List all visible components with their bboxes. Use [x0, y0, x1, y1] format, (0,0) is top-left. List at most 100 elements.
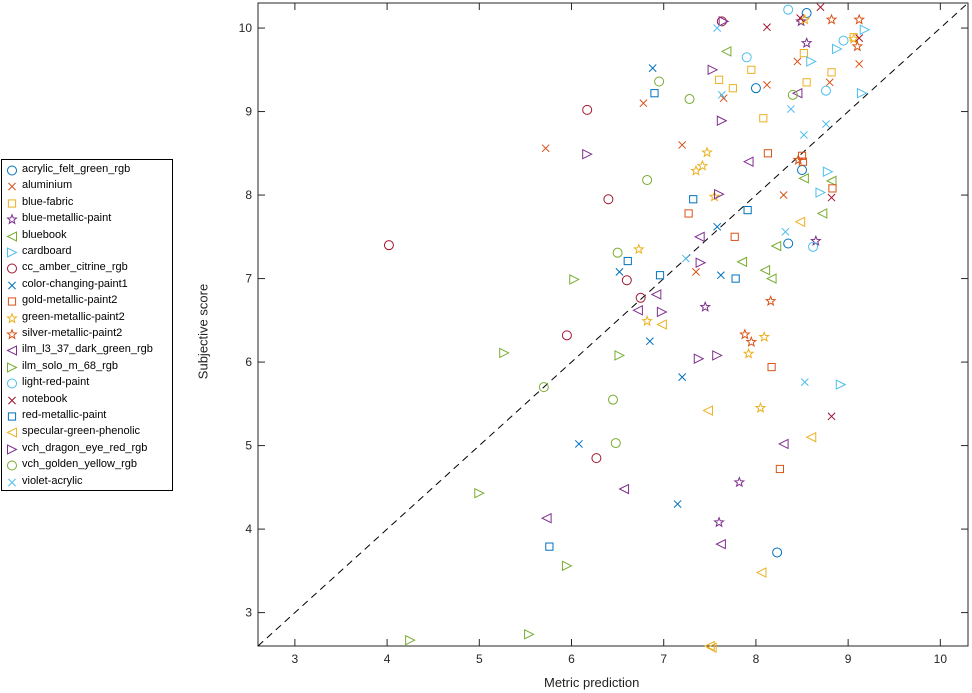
data-point-blue-metallic-paint: [699, 300, 712, 312]
data-markers: [383, 3, 871, 653]
data-point-ilm_l3_37_dark_green_rgb: [715, 538, 726, 550]
legend-entry: aluminium: [2, 178, 172, 195]
legend-entry: specular-green-phenolic: [2, 424, 172, 441]
data-point-light-red-paint: [741, 52, 752, 63]
data-point-color-changing-paint1: [648, 64, 657, 73]
legend-entry: light-red-paint: [2, 375, 172, 392]
data-point-cc_amber_citrine_rgb: [383, 240, 394, 251]
data-point-blue-metallic-paint: [733, 476, 746, 488]
legend-entry: vch_dragon_eye_red_rgb: [2, 441, 172, 458]
data-point-color-changing-paint1: [678, 373, 687, 382]
legend-label: aluminium: [22, 179, 73, 192]
y-axis-label: Subjective score: [195, 283, 211, 380]
legend-label: light-red-paint: [22, 376, 90, 389]
legend-entry: blue-fabric: [2, 195, 172, 212]
legend-label: specular-green-phenolic: [22, 425, 141, 438]
legend-entry: color-changing-paint1: [2, 277, 172, 294]
legend-label: acrylic_felt_green_rgb: [22, 163, 131, 175]
data-point-vch_golden_yellow_rgb: [642, 175, 653, 186]
data-point-bluebook: [736, 256, 748, 268]
data-point-cardboard: [835, 379, 847, 390]
data-point-ilm_solo_m_68_rgb: [499, 347, 510, 359]
legend-label: color-changing-paint1: [22, 277, 128, 290]
data-point-ilm_l3_37_dark_green_rgb: [650, 289, 662, 300]
data-point-aluminium: [825, 78, 834, 87]
data-point-blue-metallic-paint: [800, 36, 813, 49]
data-point-green-metallic-paint2: [742, 347, 755, 359]
legend-entry: ilm_l3_37_dark_green_rgb: [2, 342, 172, 359]
y-tick-label: 3: [245, 606, 252, 620]
data-point-color-changing-paint1: [615, 267, 624, 276]
data-point-ilm_l3_37_dark_green_rgb: [742, 156, 754, 167]
data-point-notebook: [796, 14, 805, 22]
data-point-blue-fabric: [714, 75, 724, 84]
y-tick-label: 8: [245, 188, 252, 202]
data-point-specular-green-phenolic: [704, 640, 715, 652]
data-point-silver-metallic-paint2: [739, 328, 751, 340]
data-point-specular-green-phenolic: [706, 642, 717, 653]
data-point-cc_amber_citrine_rgb: [591, 453, 602, 464]
legend-label: green-metallic-paint2: [22, 310, 125, 323]
data-point-green-metallic-paint2: [798, 13, 811, 25]
data-point-ilm_solo_m_68_rgb: [614, 350, 626, 361]
data-point-vch_golden_yellow_rgb: [612, 247, 623, 258]
data-point-acrylic_felt_green_rgb: [750, 83, 761, 94]
legend-marker: [6, 230, 17, 242]
data-point-cc_amber_citrine_rgb: [561, 330, 572, 341]
data-point-color-changing-paint1: [574, 439, 583, 448]
data-point-violet-acrylic: [800, 378, 809, 387]
data-point-ilm_solo_m_68_rgb: [524, 628, 535, 640]
x-tick-label: 4: [384, 652, 391, 666]
legend-entry: gold-metallic-paint2: [2, 293, 172, 310]
legend-marker: [7, 297, 17, 306]
data-point-ilm_l3_37_dark_green_rgb: [694, 231, 705, 243]
data-point-cardboard: [856, 87, 868, 99]
data-point-specular-green-phenolic: [702, 405, 713, 416]
legend-marker: [6, 427, 17, 439]
data-point-aluminium: [541, 144, 550, 153]
legend: acrylic_felt_green_rgb aluminium blue-fabr…: [1, 159, 173, 491]
data-point-acrylic_felt_green_rgb: [801, 8, 812, 19]
y-tick-label: 6: [245, 355, 252, 369]
data-point-cardboard: [832, 43, 843, 55]
data-point-red-metallic-paint: [545, 542, 554, 551]
legend-label: silver-metallic-paint2: [22, 327, 123, 339]
data-point-cc_amber_citrine_rgb: [716, 16, 727, 27]
data-point-blue-metallic-paint: [713, 516, 725, 528]
data-point-bluebook: [765, 273, 777, 284]
legend-label: bluebook: [22, 228, 67, 241]
data-point-blue-fabric: [728, 84, 737, 93]
legend-label: cardboard: [22, 245, 72, 257]
legend-marker: [7, 378, 17, 389]
legend-label: violet-acrylic: [22, 474, 83, 487]
data-point-vch_dragon_eye_red_rgb: [712, 350, 723, 361]
data-point-silver-metallic-paint2: [764, 294, 777, 307]
data-point-ilm_l3_37_dark_green_rgb: [777, 438, 789, 450]
data-point-gold-metallic-paint2: [763, 149, 773, 158]
data-point-ilm_solo_m_68_rgb: [561, 560, 573, 572]
legend-marker: [6, 345, 17, 357]
x-tick-label: 7: [660, 652, 667, 666]
x-tick-label: 5: [476, 652, 483, 666]
y-tick-label: 4: [245, 522, 252, 536]
data-point-violet-acrylic: [787, 105, 795, 114]
data-point-specular-green-phenolic: [794, 216, 806, 228]
data-point-light-red-paint: [821, 85, 831, 96]
data-point-bluebook: [825, 175, 837, 187]
data-point-color-changing-paint1: [645, 337, 654, 346]
data-point-notebook: [827, 412, 836, 421]
legend-label: red-metallic-paint: [22, 409, 107, 421]
data-point-color-changing-paint1: [673, 500, 682, 508]
legend-marker: [7, 412, 17, 421]
data-point-red-metallic-paint: [689, 195, 698, 204]
data-point-aluminium: [779, 191, 788, 200]
data-point-cardboard: [815, 187, 827, 198]
data-point-vch_dragon_eye_red_rgb: [707, 64, 719, 76]
legend-marker: [7, 361, 18, 373]
data-point-red-metallic-paint: [655, 271, 665, 280]
data-point-cc_amber_citrine_rgb: [635, 292, 646, 303]
legend-entry: violet-acrylic: [2, 474, 172, 491]
data-point-red-metallic-paint: [623, 256, 632, 266]
data-point-red-metallic-paint: [731, 274, 740, 283]
